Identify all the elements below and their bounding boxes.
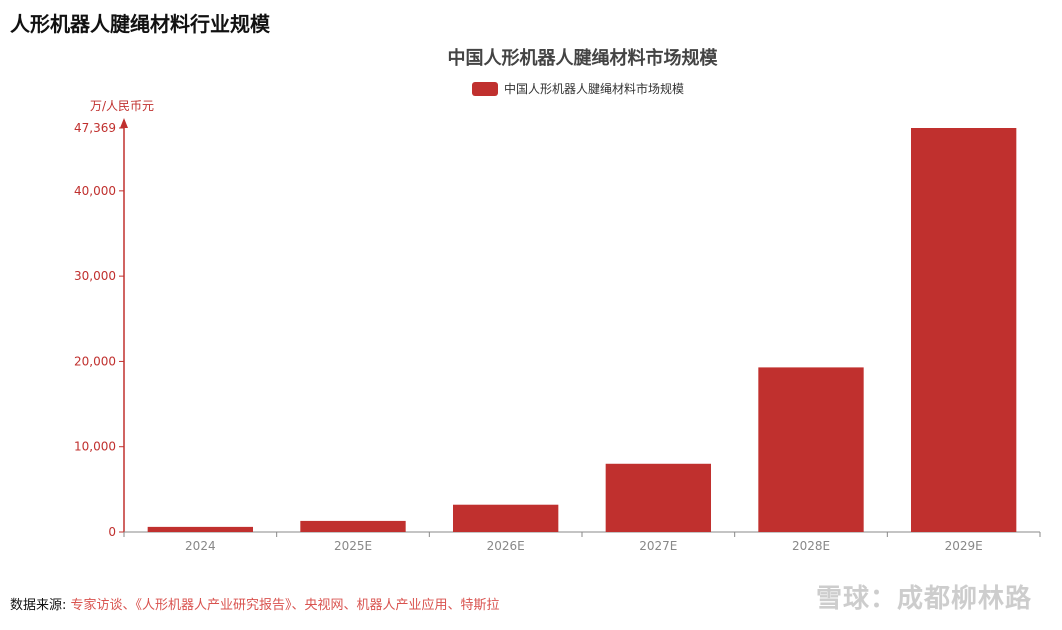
legend-label: 中国人形机器人腱绳材料市场规模 bbox=[504, 82, 685, 96]
x-tick-label: 2029E bbox=[945, 539, 983, 553]
bar bbox=[300, 520, 406, 532]
bar-chart: 万/人民币元 0 10,000 20,000 30,000 40,000 47,369 202… bbox=[74, 99, 1041, 553]
bar bbox=[605, 463, 712, 532]
chart-title: 中国人形机器人腱绳材料市场规模 bbox=[447, 48, 718, 69]
x-tick-label: 2025E bbox=[334, 539, 372, 553]
y-tick-label: 10,000 bbox=[74, 440, 116, 454]
bar bbox=[147, 526, 254, 532]
y-tick-label: 47,369 bbox=[74, 121, 116, 135]
bar bbox=[452, 504, 559, 532]
y-tick-label: 30,000 bbox=[74, 269, 116, 283]
y-tick-label: 40,000 bbox=[74, 184, 116, 198]
x-tick-label: 2024 bbox=[185, 539, 216, 553]
footer-source: 数据来源: 专家访谈、《人形机器人产业研究报告》、央视网、机器人产业应用、特斯拉 bbox=[10, 594, 500, 613]
x-tick-label: 2027E bbox=[639, 539, 677, 553]
chart-legend[interactable]: 中国人形机器人腱绳材料市场规模 bbox=[472, 80, 684, 97]
legend-swatch bbox=[472, 81, 498, 96]
bar bbox=[910, 128, 1017, 532]
watermark: 雪球：成都柳林路 bbox=[815, 584, 1032, 614]
footer-sources: 专家访谈、《人形机器人产业研究报告》、央视网、机器人产业应用、特斯拉 bbox=[70, 598, 500, 613]
bar bbox=[758, 367, 864, 532]
x-tick-label: 2028E bbox=[792, 539, 830, 553]
y-axis-arrow bbox=[120, 118, 128, 128]
y-tick-label: 0 bbox=[108, 525, 116, 539]
footer-label: 数据来源: bbox=[10, 598, 67, 613]
page-heading: 人形机器人腱绳材料行业规模 bbox=[10, 12, 270, 36]
y-axis-label: 万/人民币元 bbox=[90, 99, 154, 113]
y-tick-label: 20,000 bbox=[74, 354, 116, 368]
x-tick-label: 2026E bbox=[487, 539, 525, 553]
